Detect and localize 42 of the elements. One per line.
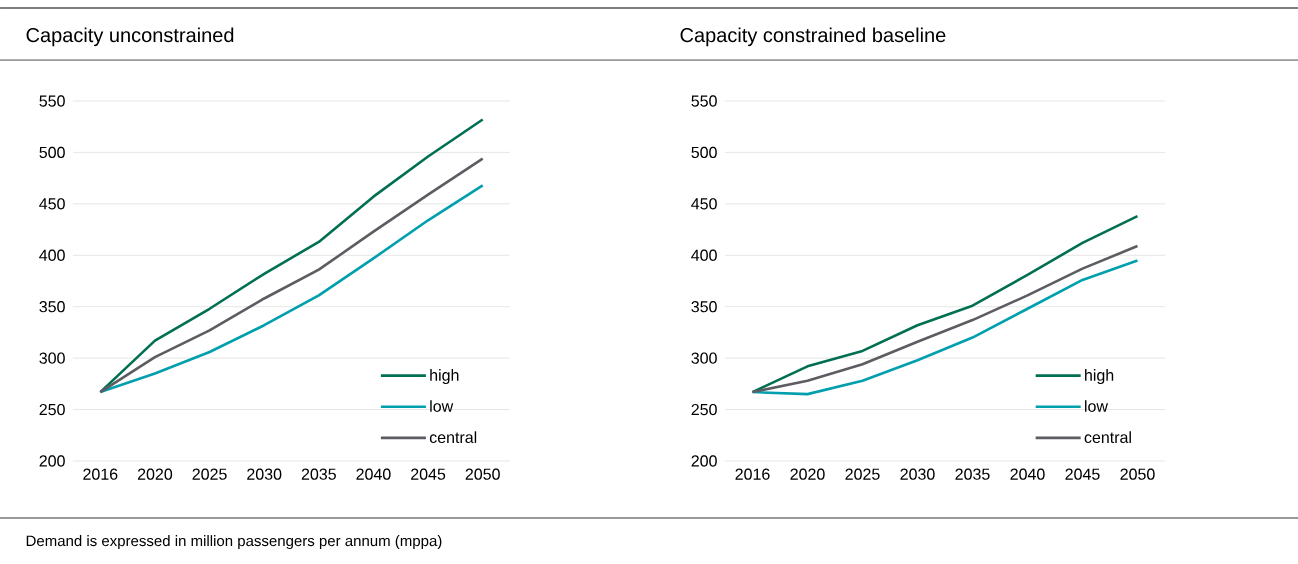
- y-tick-label: 200: [691, 455, 717, 467]
- x-tick-label: 2020: [790, 468, 825, 480]
- legend-label: low: [430, 400, 454, 412]
- chart-title: Capacity constrained baseline: [680, 27, 946, 47]
- x-tick-label: 2035: [301, 468, 336, 480]
- legend-label: high: [430, 369, 459, 385]
- line-series: [751, 214, 1139, 394]
- x-tick-label: 2050: [465, 468, 500, 480]
- legend-label: high: [1085, 369, 1114, 385]
- x-tick-label: 2020: [137, 468, 173, 480]
- y-tick-label: 450: [691, 198, 717, 210]
- text: Demand is expressed in million passengers per annum (mppa): [26, 535, 442, 550]
- x-tick-label: 2016: [83, 468, 118, 480]
- y-tick-label: 500: [39, 146, 65, 159]
- y-tick-label: 350: [691, 301, 717, 313]
- y-tick-label: 550: [691, 95, 717, 107]
- y-tick-label: 200: [39, 455, 65, 467]
- y-tick-label: 250: [691, 403, 717, 416]
- y-tick-label: 400: [691, 249, 717, 261]
- x-tick-label: 2045: [411, 468, 446, 480]
- x-tick-label: 2040: [1010, 468, 1045, 480]
- y-tick-label: 500: [691, 146, 717, 159]
- x-tick-label: 2025: [192, 468, 227, 480]
- x-tick-label: 2030: [900, 468, 935, 480]
- x-tick-label: 2050: [1120, 468, 1155, 480]
- chart-title: Capacity unconstrained: [26, 27, 234, 47]
- y-tick-label: 550: [39, 95, 65, 107]
- y-tick-label: 250: [39, 403, 65, 416]
- x-tick-label: 2030: [247, 468, 282, 480]
- legend-label: central: [1084, 431, 1131, 444]
- y-tick-label: 300: [691, 352, 717, 364]
- x-tick-label: 2035: [955, 468, 990, 480]
- y-tick-label: 400: [39, 249, 65, 261]
- y-tick-label: 350: [39, 301, 65, 313]
- legend-label: low: [1085, 400, 1108, 412]
- y-tick-label: 300: [39, 352, 65, 364]
- y-tick-label: 450: [39, 198, 65, 210]
- x-tick-label: 2016: [735, 468, 770, 480]
- legend-label: central: [429, 431, 477, 444]
- x-tick-label: 2025: [845, 468, 880, 480]
- x-tick-label: 2040: [356, 468, 391, 480]
- x-tick-label: 2045: [1065, 468, 1100, 480]
